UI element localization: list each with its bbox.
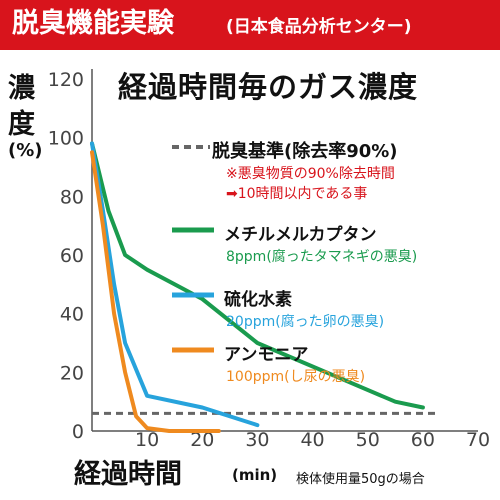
banner-title: 脱臭機能実験 (12, 8, 174, 39)
x-tick-label: 60 (411, 429, 435, 451)
x-axis-unit: (min) (232, 466, 278, 484)
legend-series-1-name: メチルメルカプタン (224, 225, 377, 245)
y-tick-label: 0 (72, 421, 84, 443)
y-tick-label: 20 (60, 362, 84, 384)
legend-threshold-note-2: ➡10時間以内である事 (226, 186, 368, 202)
x-tick-label: 10 (135, 429, 159, 451)
y-tick-label: 120 (48, 69, 84, 91)
y-axis-label-unit: (%) (8, 140, 43, 161)
y-tick-label: 100 (48, 128, 84, 150)
legend-threshold-note-1: ※悪臭物質の90%除去時間 (226, 166, 395, 182)
sample-note: 検体使用量50gの場合 (296, 472, 425, 487)
header-banner: 脱臭機能実験 (日本食品分析センター) (0, 0, 500, 50)
y-axis-label-1: 濃 (8, 73, 35, 104)
legend-series-2-description: 20ppm(腐った卵の悪臭) (226, 314, 385, 330)
x-tick-label: 50 (356, 429, 380, 451)
y-tick-label: 60 (60, 245, 84, 267)
y-axis-label-2: 度 (8, 109, 35, 140)
legend-series-3-description: 100ppm(し尿の悪臭) (226, 369, 366, 385)
legend-series-2-name: 硫化水素 (224, 290, 292, 310)
legend-series-1-description: 8ppm(腐ったタマネギの悪臭) (226, 249, 418, 265)
series-line-1 (90, 141, 425, 410)
banner-source: (日本食品分析センター) (226, 17, 412, 37)
y-tick-label: 80 (60, 186, 84, 208)
x-tick-label: 20 (190, 429, 214, 451)
x-tick-label: 70 (466, 429, 490, 451)
series-line-3 (90, 150, 221, 433)
series-line-2 (90, 141, 260, 428)
legend-series-3-name: アンモニア (224, 345, 309, 365)
x-axis-label: 経過時間 (74, 459, 182, 490)
legend-threshold-name: 脱臭基準(除去率90%) (212, 141, 398, 162)
y-tick-label: 40 (60, 304, 84, 326)
x-tick-label: 30 (245, 429, 269, 451)
x-tick-label: 40 (300, 429, 324, 451)
chart-title: 経過時間毎のガス濃度 (118, 70, 419, 104)
